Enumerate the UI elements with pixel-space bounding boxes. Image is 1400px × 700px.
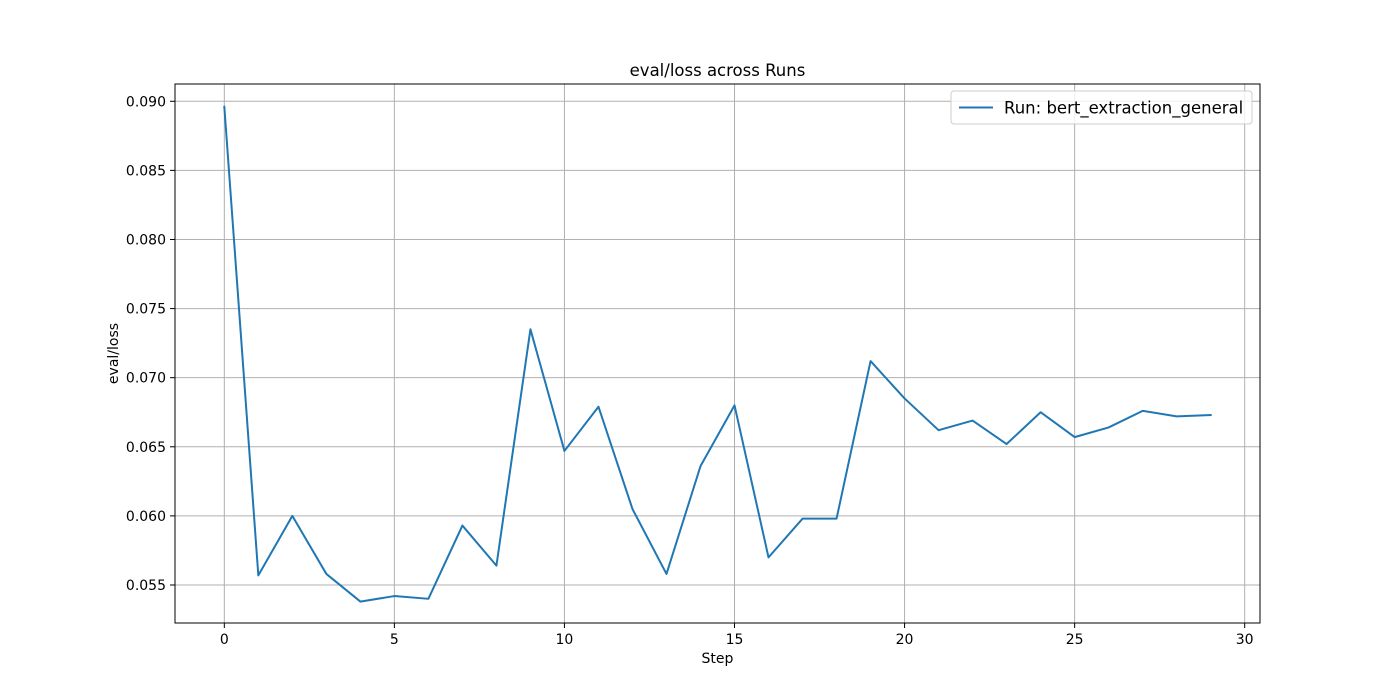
x-tick-label: 30 <box>1236 632 1254 648</box>
y-tick-label: 0.065 <box>126 440 166 456</box>
plot-frame <box>174 83 1261 624</box>
legend-box <box>950 90 1253 125</box>
grid <box>175 84 1260 623</box>
x-tick-label: 15 <box>726 632 744 648</box>
y-tick-label: 0.075 <box>126 302 166 318</box>
y-axis-label: eval/loss <box>106 323 122 384</box>
y-tick-label: 0.070 <box>126 371 166 387</box>
series-line <box>223 105 1212 603</box>
y-tick-label: 0.085 <box>126 163 166 179</box>
x-tick-label: 10 <box>556 632 574 648</box>
y-tick-label: 0.080 <box>126 232 166 248</box>
series-layer <box>223 105 1212 603</box>
y-tick-label: 0.060 <box>126 509 166 525</box>
y-axis: 0.055 0.060 0.065 0.070 0.075 0.080 0.085 0.090 <box>126 94 175 594</box>
x-axis-label: Step <box>702 651 734 667</box>
x-tick-label: 20 <box>896 632 914 648</box>
x-tick-label: 0 <box>220 632 229 648</box>
y-tick-label: 0.090 <box>126 94 166 110</box>
legend: Run: bert_extraction_general <box>950 90 1253 125</box>
chart-title: eval/loss across Runs <box>630 61 806 80</box>
x-tick-label: 25 <box>1066 632 1084 648</box>
legend-label: Run: bert_extraction_general <box>1004 99 1243 119</box>
x-axis: 0 5 10 15 20 25 30 <box>220 623 1254 648</box>
x-tick-label: 5 <box>390 632 399 648</box>
y-tick-label: 0.055 <box>126 578 166 594</box>
